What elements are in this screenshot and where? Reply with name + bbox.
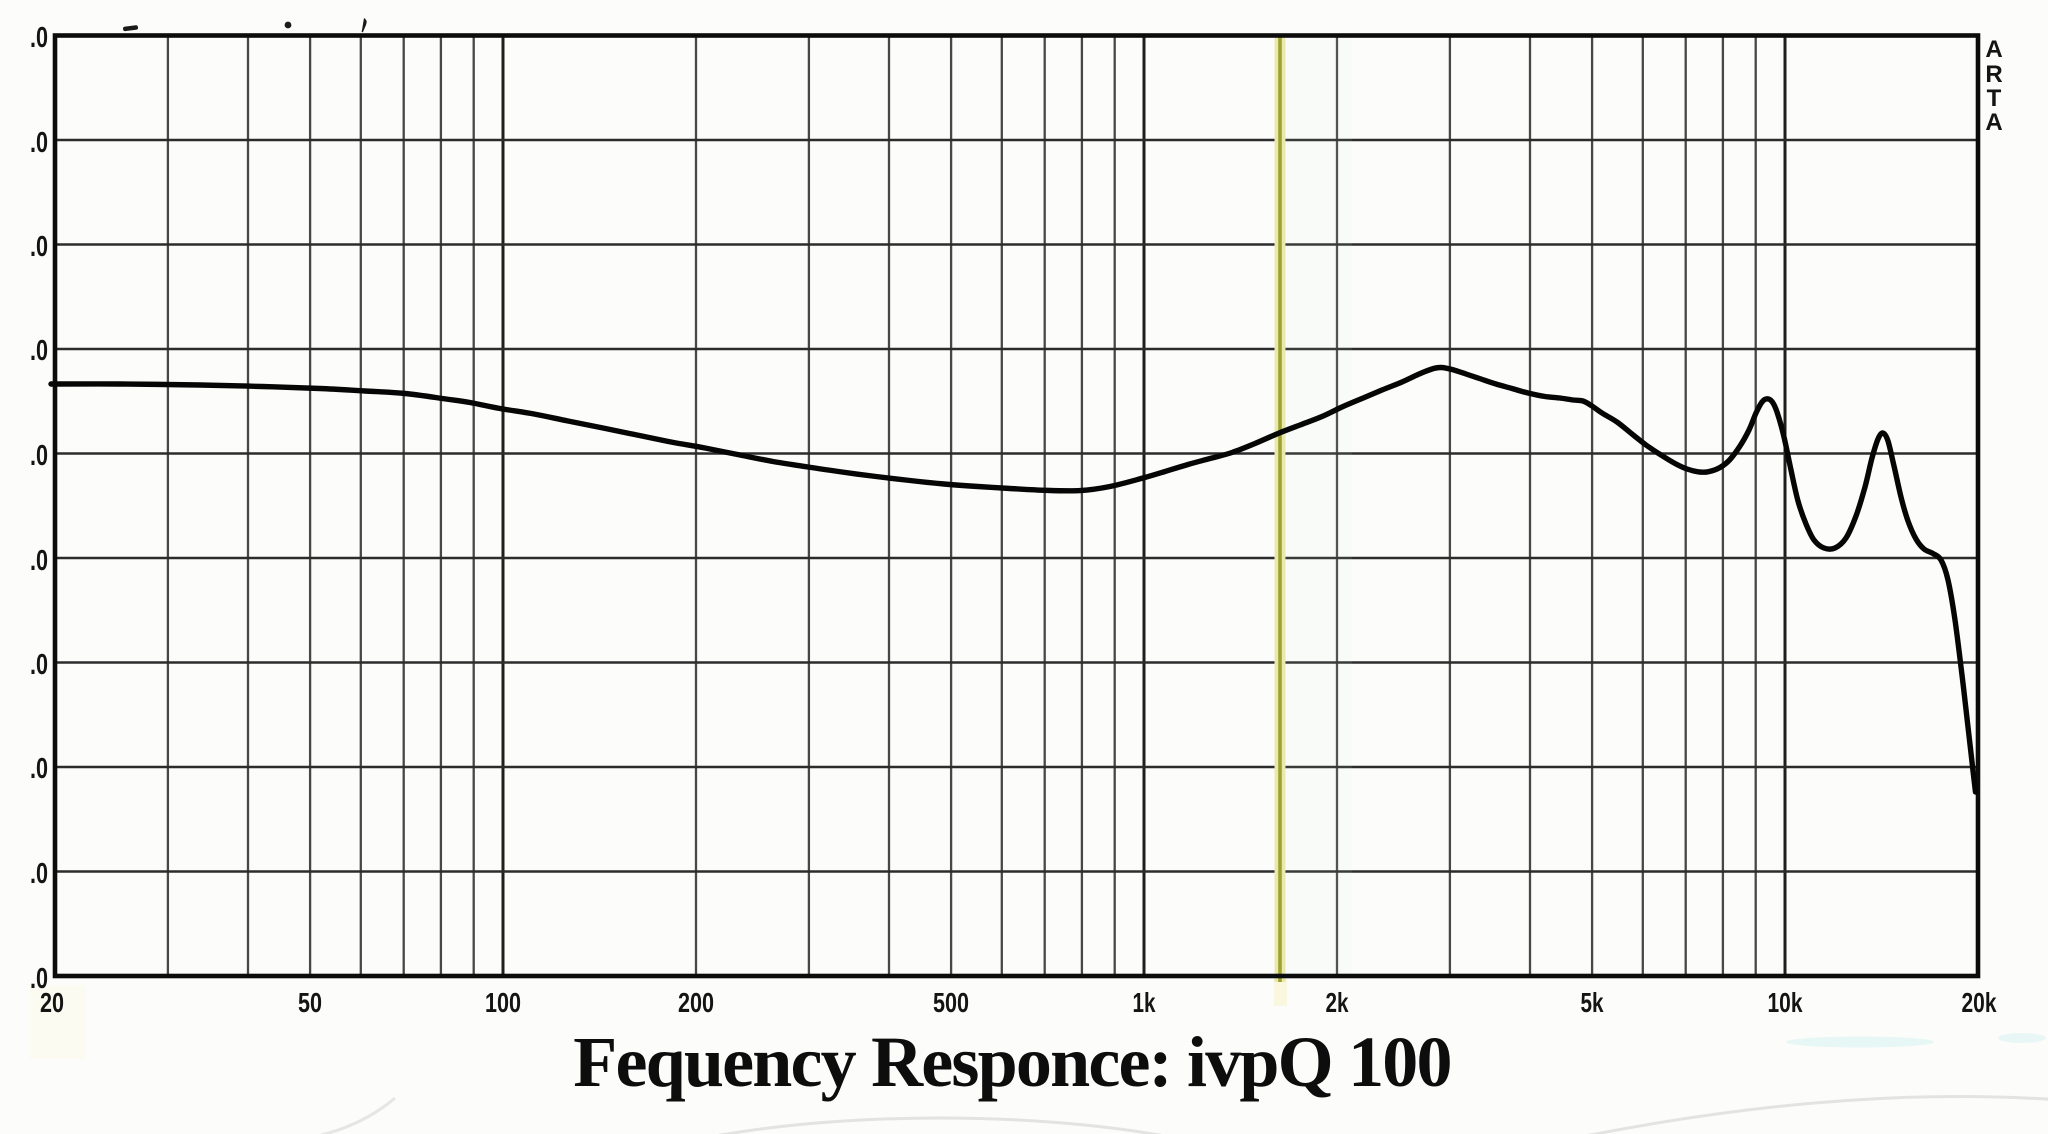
svg-text:.0: .0 — [30, 858, 48, 890]
svg-text:20: 20 — [40, 987, 64, 1018]
svg-text:10k: 10k — [1768, 987, 1803, 1018]
svg-text:500: 500 — [933, 987, 969, 1018]
svg-text:.0: .0 — [30, 335, 48, 367]
svg-text:A: A — [1985, 36, 2002, 63]
svg-text:.0: .0 — [30, 963, 48, 995]
svg-text:A: A — [1985, 109, 2002, 136]
svg-text:Fequency Responce: ivpQ 100: Fequency Responce: ivpQ 100 — [573, 1022, 1450, 1102]
svg-text:5k: 5k — [1581, 987, 1604, 1018]
svg-text:T: T — [1987, 85, 2002, 112]
svg-text:.0: .0 — [30, 649, 48, 681]
svg-text:50: 50 — [298, 987, 322, 1018]
svg-text:100: 100 — [485, 987, 521, 1018]
svg-text:.0: .0 — [30, 440, 48, 472]
svg-text:.0: .0 — [30, 127, 48, 159]
svg-text:.0: .0 — [30, 22, 48, 54]
svg-text:.0: .0 — [30, 545, 48, 577]
svg-text:R: R — [1985, 61, 2002, 88]
svg-text:2k: 2k — [1326, 987, 1349, 1018]
svg-text:.0: .0 — [30, 753, 48, 785]
svg-text:1k: 1k — [1133, 987, 1156, 1018]
svg-text:200: 200 — [678, 987, 714, 1018]
svg-text:20k: 20k — [1962, 987, 1997, 1018]
svg-text:.0: .0 — [30, 231, 48, 263]
